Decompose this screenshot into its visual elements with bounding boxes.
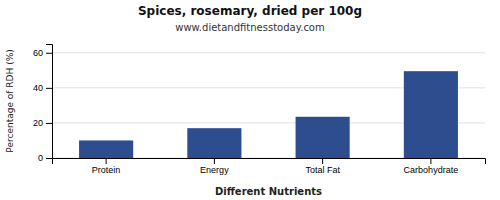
x-tick: Total Fat bbox=[305, 158, 340, 175]
y-tick-mark bbox=[46, 123, 52, 124]
y-tick: 60 bbox=[33, 48, 52, 58]
y-tick-mark bbox=[46, 53, 52, 54]
bar bbox=[404, 71, 458, 158]
y-tick: 40 bbox=[33, 83, 52, 93]
title: Spices, rosemary, dried per 100g bbox=[138, 4, 362, 18]
x-axis: Protein Energy Total Fat Carbohydrate bbox=[53, 158, 486, 175]
x-tick-label: Carbohydrate bbox=[404, 165, 459, 175]
plot: Protein Energy Total Fat Carbohydrate 0 20 40 6… bbox=[33, 45, 486, 176]
grid bbox=[52, 53, 485, 158]
x-tick: Protein bbox=[92, 158, 121, 175]
x-tick-label: Protein bbox=[92, 165, 121, 175]
y-tick-mark bbox=[46, 158, 52, 159]
bar bbox=[79, 140, 133, 158]
y-tick: 20 bbox=[33, 118, 52, 128]
x-tick-mark bbox=[106, 158, 107, 164]
subtitle: www.dietandfitnesstoday.com bbox=[175, 22, 324, 33]
y-tick-mark bbox=[46, 88, 52, 89]
y-tick-label: 40 bbox=[33, 83, 43, 93]
y-axis-title: Percentage of RDH (%) bbox=[5, 49, 15, 152]
bar bbox=[296, 117, 350, 158]
x-tick-label: Total Fat bbox=[305, 165, 340, 175]
bar bbox=[187, 128, 241, 158]
chart: Spices, rosemary, dried per 100g www.diet… bbox=[0, 0, 500, 200]
y-tick-label: 0 bbox=[38, 153, 43, 163]
x-axis-title: Different Nutrients bbox=[215, 186, 322, 197]
grid-line bbox=[52, 52, 485, 53]
x-tick: Energy bbox=[200, 158, 229, 175]
y-axis-line bbox=[46, 45, 53, 159]
x-tick-mark bbox=[430, 158, 431, 164]
x-tick-label: Energy bbox=[200, 165, 229, 175]
x-tick-mark bbox=[214, 158, 215, 164]
x-tick: Carbohydrate bbox=[404, 158, 459, 175]
y-axis: 0 20 40 60 bbox=[33, 45, 53, 164]
y-tick-label: 60 bbox=[33, 48, 43, 58]
bars bbox=[79, 71, 458, 158]
y-tick-label: 20 bbox=[33, 118, 43, 128]
x-axis-line bbox=[53, 159, 486, 165]
x-tick-mark bbox=[322, 158, 323, 164]
y-tick: 0 bbox=[38, 153, 52, 163]
